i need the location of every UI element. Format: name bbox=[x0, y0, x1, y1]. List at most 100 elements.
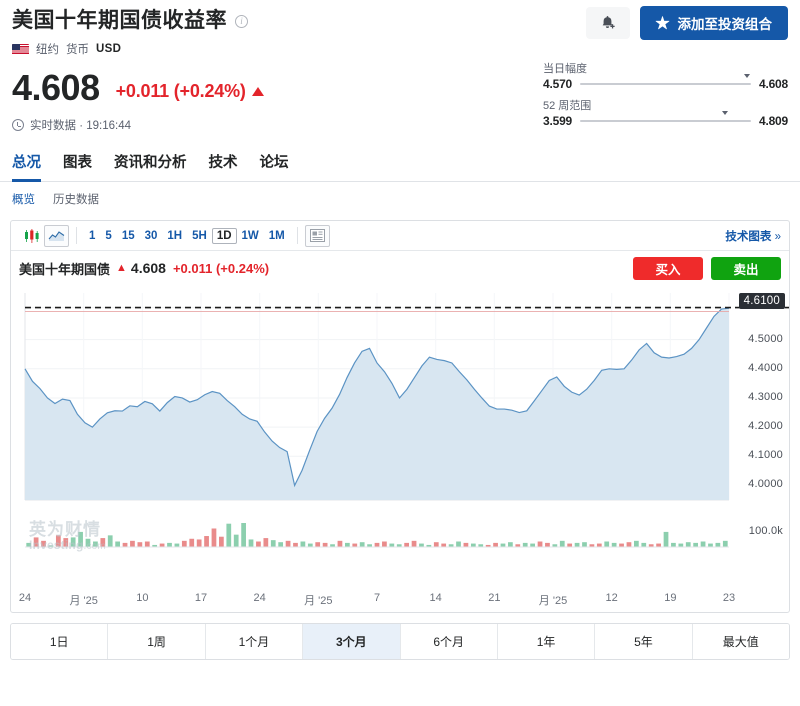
x-axis-tick: 21 bbox=[488, 592, 501, 604]
day-range-bar bbox=[580, 74, 751, 95]
x-axis-tick: 24 bbox=[18, 592, 32, 604]
week52-range-line: 3.599 4.809 bbox=[543, 111, 788, 132]
timeframe-1m[interactable]: 1M bbox=[268, 229, 285, 242]
volume-axis-tick: 100.0k bbox=[748, 525, 783, 537]
toolbar-divider bbox=[76, 227, 77, 244]
timestamp-text: 实时数据 · 19:16:44 bbox=[30, 120, 131, 132]
technical-chart-label: 技术图表 bbox=[725, 230, 772, 243]
chart-widget: 1 5 15 30 1H 5H 1D 1W 1M 技术图表 bbox=[10, 220, 790, 613]
period-1d[interactable]: 1日 bbox=[11, 624, 109, 659]
period-1m[interactable]: 1个月 bbox=[205, 624, 304, 659]
x-axis-tick: 23 bbox=[722, 592, 736, 604]
period-3m[interactable]: 3个月 bbox=[303, 624, 401, 659]
x-axis-tick: 17 bbox=[194, 592, 208, 604]
chart-price: 4.608 bbox=[130, 260, 166, 276]
sell-button[interactable]: 卖出 bbox=[711, 256, 781, 280]
bell-plus-icon bbox=[602, 15, 615, 28]
x-axis-tick: 10 bbox=[136, 592, 149, 604]
add-to-portfolio-label: 添加至投资组合 bbox=[677, 17, 773, 32]
chart-change: +0.011 (+0.24%) bbox=[172, 260, 270, 276]
trade-buttons: 买入 卖出 bbox=[633, 256, 781, 280]
chart-header: 美国十年期国债 ▲ 4.608 +0.011 (+0.24%) 买入 卖出 bbox=[11, 251, 789, 285]
create-alert-button[interactable] bbox=[585, 7, 630, 39]
day-range-label: 当日幅度 bbox=[543, 63, 587, 75]
chart-toolbar: 1 5 15 30 1H 5H 1D 1W 1M 技术图表 bbox=[11, 221, 789, 251]
x-axis-tick: 月 '25 bbox=[69, 595, 98, 607]
candlestick-chart-icon[interactable] bbox=[19, 225, 44, 247]
price-area-chart bbox=[24, 293, 789, 548]
tab-news-analysis[interactable]: 资讯和分析 bbox=[114, 155, 187, 171]
us-flag-icon bbox=[12, 43, 29, 55]
page-title: 美国十年期国债收益率 bbox=[12, 9, 227, 32]
y-axis-tick: 4.0000 bbox=[748, 478, 783, 491]
timeframe-1d[interactable]: 1D bbox=[211, 227, 237, 244]
arrow-up-icon bbox=[251, 87, 264, 96]
period-1w[interactable]: 1周 bbox=[108, 624, 206, 659]
line-chart-icon[interactable] bbox=[44, 224, 69, 247]
x-axis-tick: 12 bbox=[605, 592, 618, 604]
range-indicators: 当日幅度 4.570 4.608 52 周范围 3.599 bbox=[543, 60, 788, 132]
tab-forum[interactable]: 论坛 bbox=[259, 155, 289, 171]
y-axis-tick: 4.1000 bbox=[748, 449, 783, 462]
y-axis-tick: 4.2000 bbox=[748, 420, 783, 433]
week52-range-bar bbox=[580, 111, 751, 132]
y-axis-tick: 4.4000 bbox=[748, 361, 783, 374]
info-icon[interactable]: i bbox=[235, 14, 248, 28]
exchange-label: 纽约 bbox=[36, 44, 59, 56]
timeframe-1[interactable]: 1 bbox=[89, 229, 96, 242]
buy-button[interactable]: 买入 bbox=[633, 256, 703, 280]
title-row: 美国十年期国债收益率 i bbox=[12, 8, 788, 34]
technical-chart-link[interactable]: 技术图表 » bbox=[725, 228, 781, 244]
day-range-line: 4.570 4.608 bbox=[543, 74, 788, 95]
y-axis-labels: 4.5000 4.4000 4.3000 4.2000 4.1000 4.0000 100.… bbox=[723, 285, 783, 590]
week52-range-block: 52 周范围 3.599 4.809 bbox=[543, 97, 788, 132]
subtab-overview[interactable]: 概览 bbox=[12, 194, 35, 206]
news-panel-icon[interactable] bbox=[304, 224, 330, 247]
x-axis-tick: 24 bbox=[253, 592, 266, 604]
star-icon: ★ bbox=[655, 15, 670, 31]
header-actions: ★ 添加至投资组合 bbox=[543, 6, 788, 40]
last-price: 4.608 bbox=[12, 67, 100, 108]
week52-range-high: 4.809 bbox=[758, 114, 788, 128]
x-axis-tick: 19 bbox=[664, 592, 677, 604]
timeframe-5h[interactable]: 5H bbox=[192, 229, 207, 242]
instrument-meta: 纽约 货币 USD bbox=[12, 41, 788, 57]
timeframe-30[interactable]: 30 bbox=[144, 229, 158, 242]
clock-icon bbox=[12, 119, 24, 131]
period-1y[interactable]: 1年 bbox=[497, 624, 596, 659]
day-range-block: 当日幅度 4.570 4.608 bbox=[543, 60, 788, 95]
period-6m[interactable]: 6个月 bbox=[400, 624, 498, 659]
timeframe-1h[interactable]: 1H bbox=[167, 229, 183, 242]
x-axis-tick: 月 '25 bbox=[304, 595, 333, 607]
period-max[interactable]: 最大值 bbox=[692, 624, 789, 659]
add-to-portfolio-button[interactable]: ★ 添加至投资组合 bbox=[639, 6, 788, 40]
x-axis-tick: 月 '25 bbox=[538, 595, 568, 607]
x-axis-tick: 14 bbox=[429, 592, 442, 604]
price-row: 4.608 +0.011 (+0.24%) bbox=[12, 69, 788, 107]
day-range-low: 4.570 bbox=[543, 77, 573, 91]
subtab-historical-data[interactable]: 历史数据 bbox=[53, 194, 99, 206]
tab-overview[interactable]: 总况 bbox=[12, 151, 41, 182]
chevron-right-icon: » bbox=[774, 230, 781, 243]
tab-technical[interactable]: 技术 bbox=[208, 155, 238, 171]
currency-value: USD bbox=[96, 43, 122, 55]
toolbar-divider-2 bbox=[296, 227, 298, 244]
week52-range-label: 52 周范围 bbox=[543, 100, 592, 112]
timeframe-1w[interactable]: 1W bbox=[241, 229, 259, 242]
chart-arrow-up-icon: ▲ bbox=[116, 262, 127, 274]
timestamp-row: 实时数据 · 19:16:44 bbox=[12, 117, 788, 133]
chart-canvas[interactable]: 英为财情 Investing.com 4.6100 4.5000 4.4000 4.… bbox=[11, 285, 789, 590]
chart-instrument-name: 美国十年期国债 bbox=[19, 261, 111, 277]
week52-range-low: 3.599 bbox=[543, 114, 573, 128]
day-range-high: 4.608 bbox=[758, 77, 788, 91]
period-5y[interactable]: 5年 bbox=[595, 624, 693, 659]
page-header: 美国十年期国债收益率 i 纽约 货币 USD 4.608 +0.011 (+0.… bbox=[0, 0, 800, 133]
timeframe-5[interactable]: 5 bbox=[105, 229, 112, 242]
timeframe-15[interactable]: 15 bbox=[121, 229, 135, 242]
tab-charts[interactable]: 图表 bbox=[63, 155, 92, 171]
header-right: ★ 添加至投资组合 当日幅度 4.570 4.608 52 周范围 bbox=[543, 6, 788, 134]
y-axis-tick: 4.3000 bbox=[748, 390, 783, 403]
price-change: +0.011 (+0.24%) bbox=[115, 81, 246, 101]
x-axis-labels: 24 月 '25 10 17 24 月 '25 7 14 21 月 '25 12 19 23 bbox=[11, 590, 789, 612]
